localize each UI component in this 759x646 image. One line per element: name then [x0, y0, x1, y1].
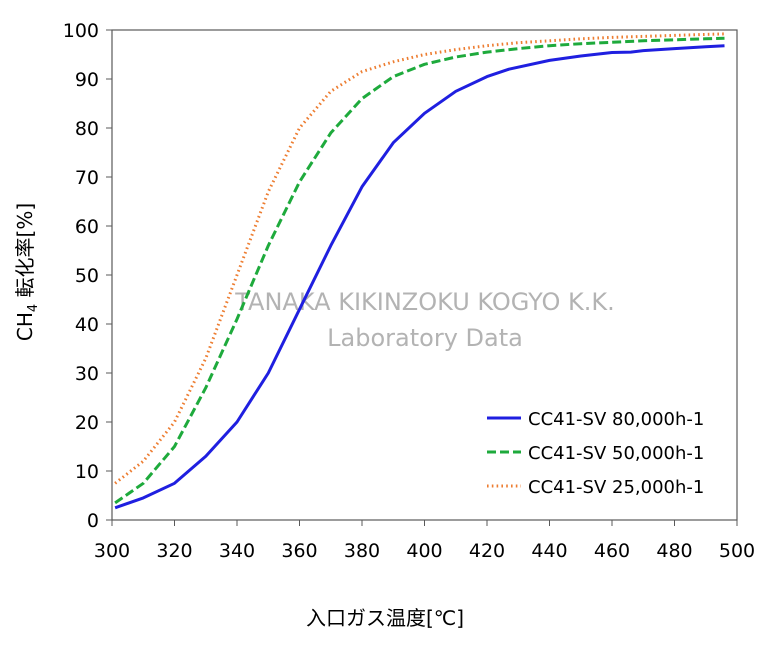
x-tick-label: 500 — [719, 540, 755, 562]
y-tick-label: 40 — [75, 314, 99, 336]
series-layer — [114, 32, 725, 510]
legend-label-1: CC41-SV 80,000h-1 — [528, 409, 704, 430]
x-tick-label: 340 — [219, 540, 255, 562]
x-tick-label: 380 — [344, 540, 380, 562]
x-tick-label: 400 — [406, 540, 442, 562]
y-tick-label: 70 — [75, 167, 99, 189]
legend: CC41-SV 80,000h-1 CC41-SV 50,000h-1 CC41-S… — [487, 409, 704, 498]
y-tick-label: 80 — [75, 118, 99, 140]
y-axis-label-rest: 転化率[%] — [13, 203, 37, 304]
x-tick-label: 480 — [656, 540, 692, 562]
y-tick-label: 20 — [75, 412, 99, 434]
x-tick-label: 420 — [469, 540, 505, 562]
y-axis-label-main: CH — [13, 312, 37, 341]
watermark-line-1: TANAKA KIKINZOKU KOGYO K.K. — [234, 288, 614, 316]
tick-label-layer: 300 320 340 360 380 400 420 440 460 480 500 0 10 20 30… — [63, 20, 755, 562]
y-tick-label: 100 — [63, 20, 99, 42]
series-line-1 — [114, 44, 725, 510]
watermark: TANAKA KIKINZOKU KOGYO K.K. Laboratory D… — [234, 288, 614, 352]
x-tick-label: 360 — [281, 540, 317, 562]
y-axis-label: CH4 転化率[%] — [13, 203, 41, 341]
y-tick-label: 60 — [75, 216, 99, 238]
y-tick-label: 30 — [75, 363, 99, 385]
legend-label-3: CC41-SV 25,000h-1 — [528, 477, 704, 498]
x-tick-label: 300 — [94, 540, 130, 562]
watermark-line-2: Laboratory Data — [327, 324, 523, 352]
legend-label-2: CC41-SV 50,000h-1 — [528, 443, 704, 464]
x-tick-label: 460 — [594, 540, 630, 562]
y-tick-label: 10 — [75, 461, 99, 483]
x-axis-label: 入口ガス温度[℃] — [306, 606, 464, 630]
y-tick-label: 50 — [75, 265, 99, 287]
x-tick-label: 320 — [156, 540, 192, 562]
y-tick-label: 0 — [87, 510, 99, 532]
x-tick-label: 440 — [531, 540, 567, 562]
y-tick-label: 90 — [75, 69, 99, 91]
y-axis-label-subscript: 4 — [26, 304, 41, 312]
series-line-2 — [114, 36, 725, 505]
